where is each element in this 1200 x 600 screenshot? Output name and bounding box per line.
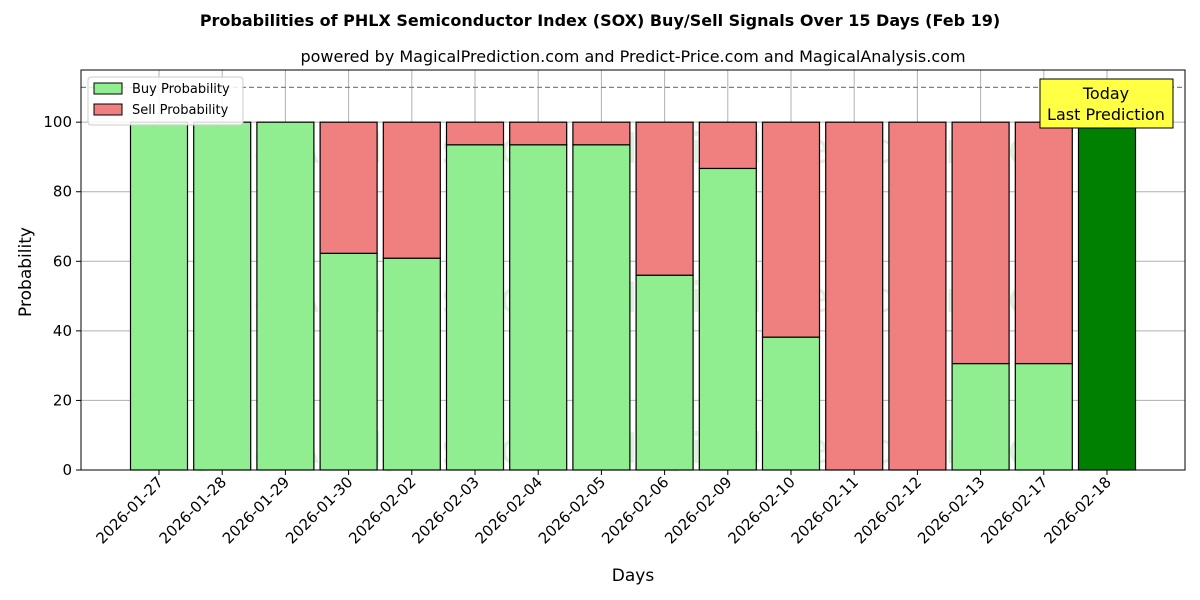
bar-sell <box>572 121 631 146</box>
x-tick-label: 2026-02-18 <box>1040 473 1114 547</box>
today-annotation-line2: Last Prediction <box>1047 105 1165 124</box>
x-tick-label: 2026-01-30 <box>282 473 356 547</box>
bar-sell <box>888 121 947 471</box>
legend-buy-label: Buy Probability <box>132 82 230 97</box>
x-tick-label: 2026-02-13 <box>914 473 988 547</box>
x-tick-label: 2026-02-09 <box>661 473 735 547</box>
bar-buy <box>129 121 189 471</box>
bar-buy <box>761 336 821 471</box>
x-tick-label: 2026-02-04 <box>472 473 546 547</box>
x-axis-ticks: 2026-01-272026-01-282026-01-292026-01-30… <box>92 470 1115 547</box>
y-tick-label: 40 <box>53 322 72 340</box>
bar-buy <box>572 144 631 471</box>
x-tick-label: 2026-01-29 <box>219 473 293 547</box>
x-tick-label: 2026-01-28 <box>156 473 230 547</box>
x-tick-label: 2026-02-11 <box>788 473 862 547</box>
bar-buy <box>319 252 378 471</box>
bar-buy <box>1077 121 1137 471</box>
legend: Buy Probability Sell Probability <box>87 76 244 126</box>
today-annotation-box <box>1039 78 1174 129</box>
bar-sell <box>951 121 1010 365</box>
legend-sell-label: Sell Probability <box>132 103 229 118</box>
y-tick-label: 80 <box>53 183 72 201</box>
x-tick-label: 2026-02-12 <box>851 473 925 547</box>
x-axis-label: Days <box>612 566 655 586</box>
y-tick-label: 0 <box>62 461 72 479</box>
bar-buy <box>509 144 568 471</box>
y-tick-label: 100 <box>43 113 72 131</box>
x-tick-label: 2026-02-05 <box>535 473 609 547</box>
bar-sell <box>698 121 757 170</box>
legend-buy-swatch <box>93 82 123 95</box>
bar-sell <box>445 121 505 146</box>
bar-sell <box>825 121 884 471</box>
bars <box>129 121 1137 471</box>
plot-border <box>80 69 1186 471</box>
bar-sell <box>382 121 441 259</box>
today-annotation-line1: Today <box>1082 84 1129 103</box>
bar-sell <box>635 121 694 276</box>
x-tick-label: 2026-02-02 <box>345 473 419 547</box>
y-axis-label: Probability <box>16 227 36 317</box>
bar-buy <box>193 121 252 471</box>
today-annotation: Today Last Prediction <box>1039 78 1174 129</box>
bar-buy <box>445 144 505 471</box>
bar-sell <box>509 121 568 146</box>
x-tick-label: 2026-02-17 <box>977 473 1051 547</box>
bar-buy <box>1014 362 1073 471</box>
y-tick-label: 20 <box>53 391 72 409</box>
bar-sell <box>761 121 821 338</box>
y-tick-label: 60 <box>53 252 72 270</box>
legend-box <box>87 76 244 126</box>
x-tick-label: 2026-01-27 <box>92 473 166 547</box>
x-tick-label: 2026-02-06 <box>598 473 672 547</box>
chart-title: Probabilities of PHLX Semiconductor Inde… <box>200 11 1000 30</box>
x-tick-label: 2026-02-03 <box>408 473 482 547</box>
x-tick-label: 2026-02-10 <box>724 473 798 547</box>
bar-sell <box>1014 121 1073 365</box>
y-axis-ticks: 0 20 40 60 80 100 <box>43 113 81 479</box>
legend-sell-swatch <box>93 103 123 116</box>
bar-buy <box>382 257 441 471</box>
bar-buy <box>635 274 694 471</box>
bar-buy <box>951 362 1010 471</box>
chart-subtitle: powered by MagicalPrediction.com and Pre… <box>300 47 965 66</box>
bar-buy <box>256 121 315 471</box>
bar-sell <box>319 121 378 254</box>
plot-frame <box>80 69 1186 471</box>
bar-buy <box>698 167 757 471</box>
